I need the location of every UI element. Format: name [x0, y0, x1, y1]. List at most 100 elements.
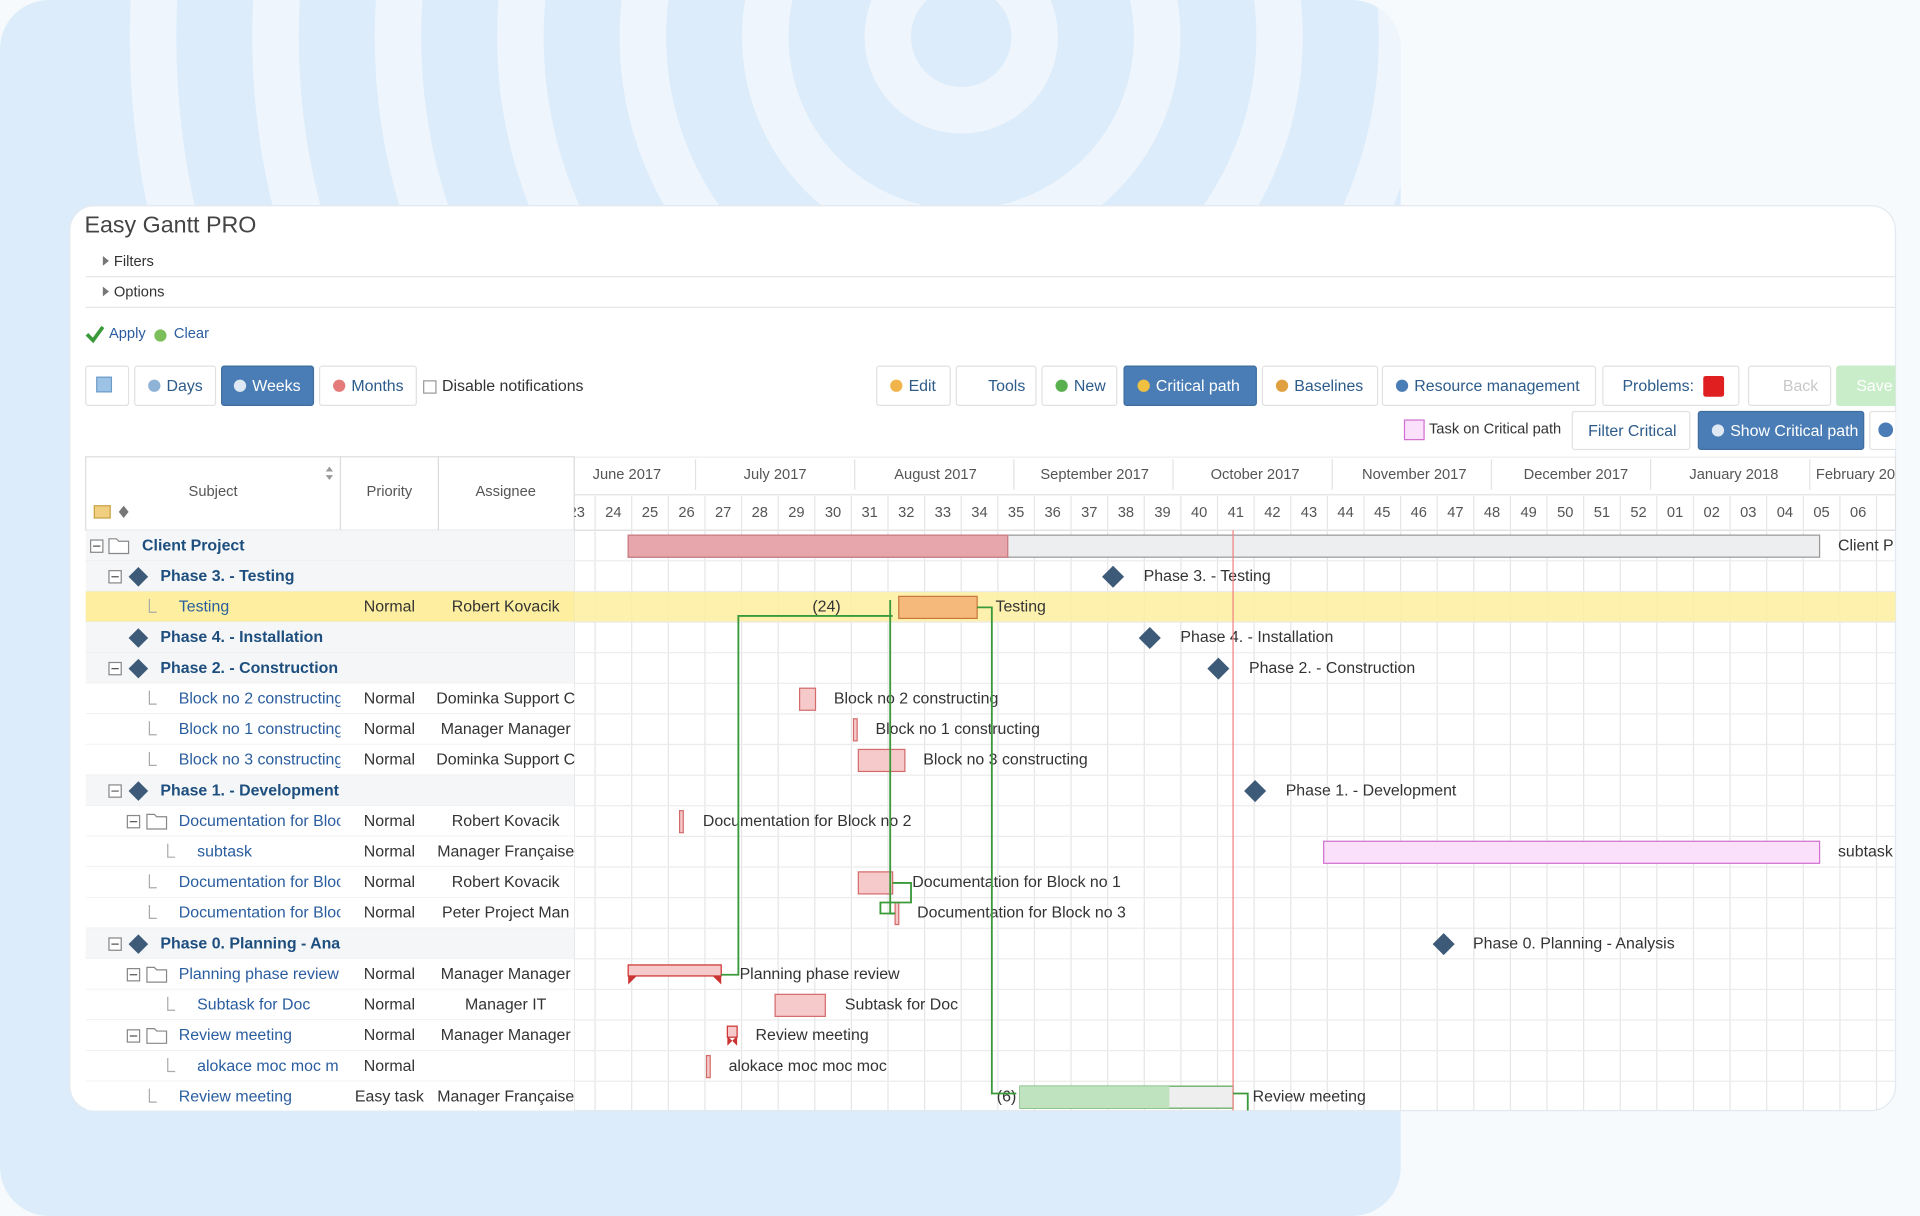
subject-link[interactable]: Review meeting	[179, 1027, 292, 1044]
button-label[interactable]: Filter Critical	[1588, 423, 1676, 440]
checkbox[interactable]	[423, 380, 437, 394]
table-row	[85, 530, 575, 561]
button-label[interactable]: Show Critical path	[1730, 423, 1858, 440]
apply-button[interactable]: Apply	[109, 326, 146, 342]
button-label[interactable]: Save	[1856, 378, 1892, 395]
child-icon	[167, 1058, 176, 1073]
button-icon	[1137, 379, 1150, 392]
app-title: Easy Gantt PRO	[84, 212, 256, 238]
button-label[interactable]: Tools	[988, 378, 1025, 395]
assignee: Robert Kovacik	[452, 813, 560, 830]
button-icon	[233, 379, 247, 392]
subject-link[interactable]: Block no 1 constructing	[179, 721, 343, 738]
folder-icon	[146, 966, 168, 983]
button[interactable]	[1836, 365, 1920, 406]
problems-badge	[1703, 375, 1725, 397]
bar-label: Documentation for Block no 2	[703, 813, 912, 830]
subject-column: Client Project Phase 3. - Testing Testing P…	[90, 537, 375, 1105]
button-label[interactable]: Baselines	[1294, 378, 1363, 395]
button[interactable]	[876, 365, 951, 406]
subject-link[interactable]: Documentation for Bloc	[179, 813, 344, 830]
bar-label: Testing	[996, 599, 1046, 616]
subject-link[interactable]: Phase 2. - Construction	[160, 660, 338, 677]
button[interactable]	[1123, 365, 1257, 406]
button[interactable]	[221, 365, 315, 406]
week-label: 42	[1264, 505, 1280, 521]
button-label[interactable]: Weeks	[252, 378, 300, 395]
subject-link[interactable]: Phase 4. - Installation	[160, 629, 323, 646]
button-label[interactable]: Resource management	[1414, 378, 1580, 395]
priority: Normal	[364, 905, 415, 922]
button-label[interactable]: Problems:	[1622, 378, 1694, 395]
week-label: 50	[1557, 505, 1573, 521]
button-icon	[148, 379, 161, 392]
week-label: 01	[1667, 505, 1683, 521]
button-label[interactable]: Months	[351, 378, 403, 395]
calendar-icon	[96, 376, 113, 393]
table-row	[85, 560, 575, 592]
bar-label: Phase 0. Planning - Analysis	[1473, 935, 1675, 952]
subject-link[interactable]: Block no 2 constructing	[179, 690, 343, 707]
gantt-bars: Client P Phase 3. - Testing Testing (24) Pha…	[627, 530, 1894, 1111]
bar-label: alokace moc moc moc	[729, 1058, 887, 1075]
button[interactable]	[1381, 365, 1597, 406]
critical-link	[1233, 1092, 1249, 1111]
subject-link[interactable]: Phase 1. - Development	[160, 782, 339, 799]
button-label[interactable]: Back	[1783, 378, 1818, 395]
button-label[interactable]: Edit	[909, 378, 937, 395]
sort-icon	[325, 466, 334, 481]
subject-link[interactable]: subtask	[197, 843, 252, 860]
bar-label: Phase 3. - Testing	[1144, 568, 1271, 585]
subject-link[interactable]: Review meeting	[179, 1088, 292, 1105]
button[interactable]	[1697, 410, 1865, 451]
task-bar	[898, 595, 978, 620]
month-label: August 2017	[894, 467, 976, 483]
subject-link[interactable]: Planning phase review	[179, 966, 340, 983]
subject-link[interactable]: Documentation for Bloc	[179, 905, 344, 922]
subject-link[interactable]: Subtask for Doc	[197, 997, 310, 1014]
child-icon	[167, 843, 176, 858]
subject-link[interactable]: Testing	[179, 599, 229, 616]
options-toggle[interactable]: Options	[114, 285, 165, 301]
table-row	[85, 683, 575, 714]
bar-label: Review meeting	[756, 1027, 869, 1044]
week-label: 30	[825, 505, 841, 521]
button[interactable]	[955, 365, 1037, 406]
assignee: Robert Kovacik	[452, 874, 560, 891]
button-icon	[333, 379, 346, 392]
child-icon	[148, 721, 157, 736]
table-row	[85, 1081, 575, 1111]
critical-link	[879, 881, 912, 915]
priority: Normal	[364, 1058, 415, 1075]
button[interactable]	[1747, 365, 1832, 406]
subject-link[interactable]: alokace moc moc m	[197, 1058, 338, 1075]
subject-link[interactable]: Phase 3. - Testing	[160, 568, 294, 585]
clear-button[interactable]: Clear	[174, 326, 209, 342]
assignee: Manager Manager	[441, 966, 572, 983]
month-label: February 20	[1816, 467, 1895, 483]
button[interactable]	[1261, 365, 1379, 406]
child-icon	[148, 751, 157, 766]
button[interactable]	[1571, 410, 1691, 451]
month-label: September 2017	[1040, 467, 1149, 483]
month-label: July 2017	[744, 467, 807, 483]
column-header: Assignee	[476, 484, 536, 500]
subject-link[interactable]: Client Project	[142, 537, 245, 554]
button-label[interactable]: Days	[167, 378, 203, 395]
week-label: 37	[1081, 505, 1097, 521]
button[interactable]	[1041, 365, 1118, 406]
button-icon	[1395, 379, 1409, 392]
button-label[interactable]: Critical path	[1156, 378, 1240, 395]
subject-link[interactable]: Block no 3 constructing	[179, 752, 343, 769]
column-header: Subject	[189, 484, 238, 500]
week-label: 35	[1008, 505, 1024, 521]
subject-link[interactable]: Documentation for Bloc	[179, 874, 344, 891]
button[interactable]	[318, 365, 417, 406]
filters-toggle[interactable]: Filters	[114, 254, 154, 270]
week-label: 39	[1154, 505, 1170, 521]
button[interactable]	[134, 365, 217, 406]
subject-link[interactable]: Phase 0. Planning - Analysis	[160, 935, 375, 952]
button-label[interactable]: New	[1074, 378, 1106, 395]
assignee: Manager Française	[437, 843, 574, 860]
priority: Normal	[364, 843, 415, 860]
